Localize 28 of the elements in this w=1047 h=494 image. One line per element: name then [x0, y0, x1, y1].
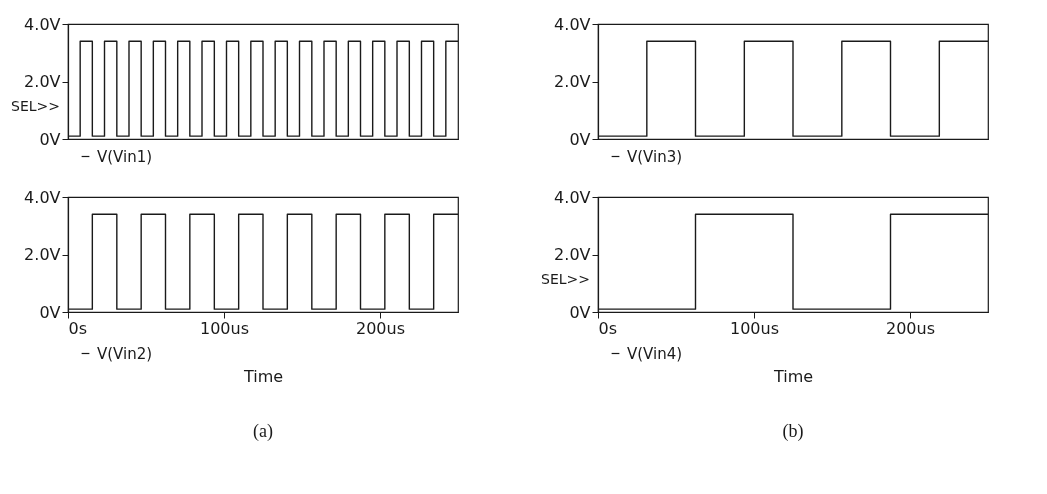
text: (b)	[782, 421, 804, 442]
x-tick-label: 100us	[729, 318, 780, 338]
text: SEL>>	[541, 270, 590, 287]
y-tick-label: 2.0V	[554, 245, 591, 264]
y-tick-label: 4.0V	[24, 187, 61, 207]
y-tick-label: 4.0V	[554, 14, 591, 34]
text: (a)	[253, 421, 273, 442]
legend-label: V(Vin1)	[97, 147, 153, 166]
legend-label: V(Vin4)	[627, 344, 683, 363]
y-tick-label: 0V	[569, 129, 591, 149]
legend-label: V(Vin3)	[627, 147, 683, 166]
y-tick-label: 0V	[39, 129, 61, 149]
y-tick-label: 4.0V	[24, 14, 61, 34]
x-tick-label: 200us	[885, 318, 936, 338]
x-tick-label: 100us	[199, 318, 250, 338]
y-tick-label: 0V	[39, 302, 61, 322]
y-tick-label: 0V	[569, 302, 591, 322]
y-tick-label: 4.0V	[554, 187, 591, 207]
x-axis-title: Time	[772, 366, 814, 386]
y-tick-label: 2.0V	[554, 72, 591, 91]
x-tick-label: 0s	[68, 318, 88, 338]
x-axis-title: Time	[242, 366, 284, 386]
x-tick-label: 200us	[355, 318, 406, 338]
legend-label: V(Vin2)	[97, 344, 153, 363]
x-tick-label: 0s	[598, 318, 618, 338]
y-tick-label: 2.0V	[24, 245, 61, 264]
y-tick-label: 2.0V	[24, 72, 61, 91]
text: SEL>>	[11, 97, 60, 114]
